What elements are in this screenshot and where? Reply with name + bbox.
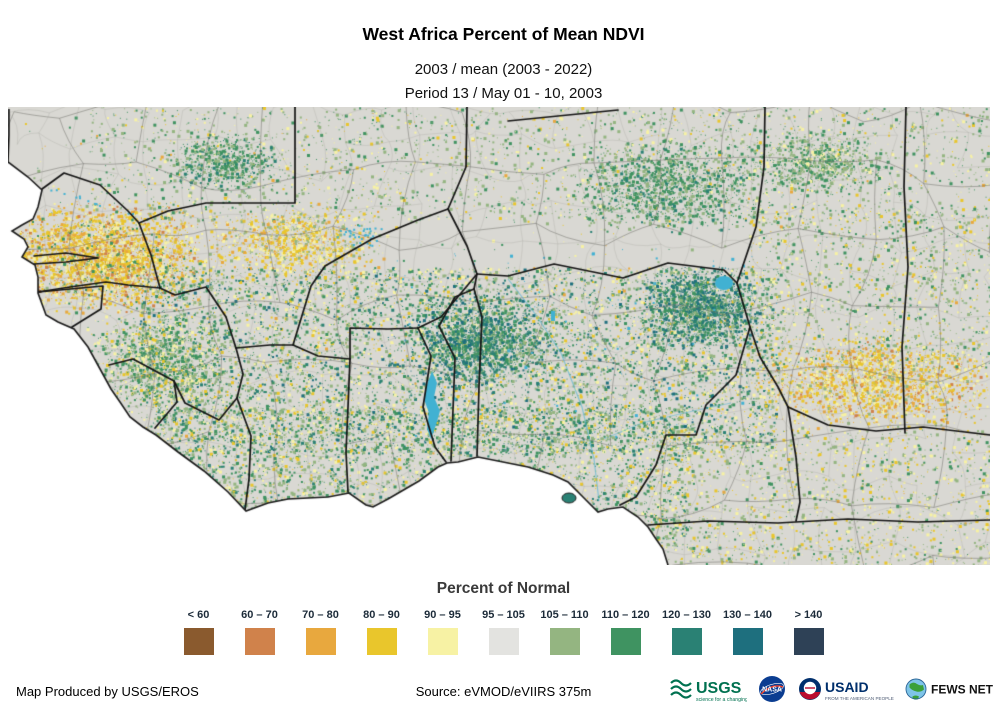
page-title: West Africa Percent of Mean NDVI bbox=[362, 24, 645, 44]
legend-item: 80 – 90 bbox=[351, 609, 412, 655]
legend-class-label: 70 – 80 bbox=[302, 609, 339, 621]
legend-class-label: > 140 bbox=[794, 609, 823, 621]
usgs-logo: USGS science for a changing world bbox=[670, 679, 747, 703]
legend-class-label: 130 – 140 bbox=[723, 609, 772, 621]
legend-swatch bbox=[732, 628, 763, 655]
legend-swatch bbox=[610, 628, 641, 655]
usgs-tagline: science for a changing world bbox=[696, 697, 747, 703]
legend-class-label: 90 – 95 bbox=[424, 609, 461, 621]
usgs-logo-text: USGS bbox=[696, 680, 742, 697]
legend-swatch bbox=[305, 628, 336, 655]
legend-swatch bbox=[549, 628, 580, 655]
legend-item: 70 – 80 bbox=[290, 609, 351, 655]
fewsnet-logo-text: FEWS NET bbox=[931, 683, 994, 697]
legend-class-label: 95 – 105 bbox=[482, 609, 525, 621]
legend-item: 60 – 70 bbox=[229, 609, 290, 655]
legend-item: 120 – 130 bbox=[656, 609, 717, 655]
nasa-logo: NASA bbox=[759, 676, 785, 702]
legend-item: 90 – 95 bbox=[412, 609, 473, 655]
subtitle-year-mean: 2003 / mean (2003 - 2022) bbox=[414, 61, 593, 78]
usaid-logo-text: USAID bbox=[825, 679, 869, 695]
usaid-tagline: FROM THE AMERICAN PEOPLE bbox=[825, 696, 894, 701]
legend-class-label: 105 – 110 bbox=[540, 609, 589, 621]
legend-class-label: < 60 bbox=[187, 609, 210, 621]
logo-strip: USGS science for a changing world NASA U… bbox=[669, 674, 995, 704]
legend-class-label: 120 – 130 bbox=[662, 609, 711, 621]
legend: < 60 60 – 70 70 – 80 80 – 90 90 – 95 95 – 105… bbox=[0, 609, 1007, 655]
usaid-logo: USAID FROM THE AMERICAN PEOPLE bbox=[799, 678, 894, 701]
legend-item: 110 – 120 bbox=[595, 609, 656, 655]
legend-swatch bbox=[793, 628, 824, 655]
usgs-wave-icon bbox=[670, 679, 692, 699]
legend-item: > 140 bbox=[778, 609, 839, 655]
legend-swatch bbox=[427, 628, 458, 655]
legend-item: 95 – 105 bbox=[473, 609, 534, 655]
credit-text: Map Produced by USGS/EROS bbox=[16, 684, 199, 699]
legend-class-label: 110 – 120 bbox=[601, 609, 650, 621]
source-text: Source: eVMOD/eVIIRS 375m bbox=[415, 684, 592, 699]
legend-class-label: 60 – 70 bbox=[241, 609, 278, 621]
legend-swatch bbox=[488, 628, 519, 655]
legend-swatch bbox=[244, 628, 275, 655]
legend-item: 105 – 110 bbox=[534, 609, 595, 655]
fewsnet-logo: FEWS NET bbox=[905, 678, 994, 700]
legend-swatch bbox=[183, 628, 214, 655]
legend-item: 130 – 140 bbox=[717, 609, 778, 655]
legend-swatch bbox=[671, 628, 702, 655]
ndvi-map bbox=[8, 107, 990, 565]
legend-class-label: 80 – 90 bbox=[363, 609, 400, 621]
nasa-logo-text: NASA bbox=[762, 687, 782, 694]
nasa-globe-icon bbox=[759, 676, 785, 702]
subtitle-period-dates: Period 13 / May 01 - 10, 2003 bbox=[404, 85, 603, 102]
legend-item: < 60 bbox=[168, 609, 229, 655]
ndvi-map-canvas bbox=[8, 107, 990, 565]
legend-swatch bbox=[366, 628, 397, 655]
nasa-swoosh-icon bbox=[760, 685, 784, 695]
legend-title: Percent of Normal bbox=[436, 580, 571, 597]
footer: Map Produced by USGS/EROS Source: eVMOD/… bbox=[0, 670, 1007, 710]
